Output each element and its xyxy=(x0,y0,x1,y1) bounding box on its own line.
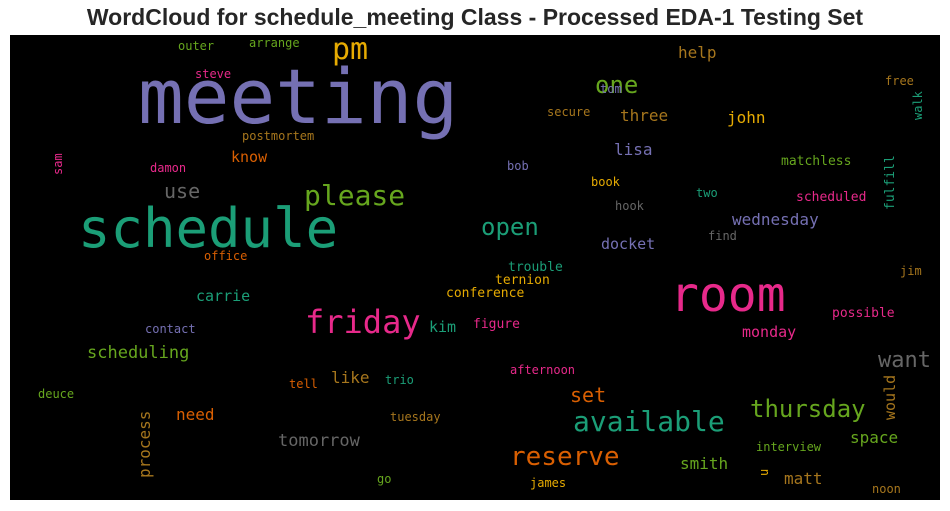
word-scheduled: scheduled xyxy=(796,190,866,205)
word-afternoon: afternoon xyxy=(510,363,575,377)
word-three: three xyxy=(620,106,668,125)
word-space: space xyxy=(850,428,898,447)
word-tomorrow: tomorrow xyxy=(278,431,361,451)
word-book: book xyxy=(591,175,621,189)
word-noon: noon xyxy=(872,482,901,496)
word-find: find xyxy=(708,229,737,243)
chart-title: WordCloud for schedule_meeting Class - P… xyxy=(86,4,864,30)
word-damon: damon xyxy=(150,161,186,175)
word-use: use xyxy=(164,179,200,203)
word-arrange: arrange xyxy=(249,36,300,50)
word-open: open xyxy=(481,213,539,241)
word-trio: trio xyxy=(385,373,414,387)
word-kim: kim xyxy=(429,318,456,336)
word-deuce: deuce xyxy=(38,387,74,401)
wordcloud-svg: meeting schedule room friday please available… xyxy=(38,35,931,496)
word-would: would xyxy=(881,375,899,420)
word-meeting: meeting xyxy=(138,52,458,141)
word-matchless: matchless xyxy=(781,154,851,169)
word-contact: contact xyxy=(145,322,196,336)
word-hook: hook xyxy=(615,199,645,213)
word-schedule: schedule xyxy=(78,197,338,260)
word-smith: smith xyxy=(680,454,728,473)
word-possible: possible xyxy=(832,306,895,321)
word-tell: tell xyxy=(289,377,318,391)
word-free: free xyxy=(885,74,914,88)
word-go: go xyxy=(377,472,391,486)
wordcloud-canvas: meeting schedule room friday please available… xyxy=(10,35,940,500)
word-jim: jim xyxy=(900,264,922,278)
word-bob: bob xyxy=(507,159,529,173)
word-friday: friday xyxy=(305,303,421,341)
word-process: process xyxy=(135,411,154,478)
word-steve: steve xyxy=(195,67,231,81)
word-carrie: carrie xyxy=(196,287,250,305)
word-two: two xyxy=(696,186,718,200)
word-tuesday: tuesday xyxy=(390,410,441,424)
word-monday: monday xyxy=(742,323,796,341)
word-reserve: reserve xyxy=(510,442,620,472)
word-one: one xyxy=(595,71,638,99)
word-james: james xyxy=(530,476,566,490)
word-postmortem: postmortem xyxy=(242,129,314,143)
word-need: need xyxy=(176,405,215,424)
word-sam: sam xyxy=(51,153,65,175)
word-figure: figure xyxy=(473,317,520,332)
word-conference: conference xyxy=(446,286,524,301)
word-lisa: lisa xyxy=(614,140,653,159)
word-u: u xyxy=(757,469,771,476)
word-room: room xyxy=(670,267,786,323)
word-walk: walk xyxy=(911,90,925,120)
word-office: office xyxy=(204,249,247,263)
word-trouble: trouble xyxy=(508,260,563,275)
word-wednesday: wednesday xyxy=(732,210,819,229)
word-want: want xyxy=(878,348,931,373)
word-please: please xyxy=(304,179,405,212)
word-fulfill: fulfill xyxy=(883,155,898,210)
word-help: help xyxy=(678,43,717,62)
word-john: john xyxy=(727,108,766,127)
word-pm: pm xyxy=(332,35,368,67)
word-outer: outer xyxy=(178,39,214,53)
word-ternion: ternion xyxy=(495,273,550,288)
word-available: available xyxy=(573,405,725,438)
word-interview: interview xyxy=(756,440,822,454)
word-docket: docket xyxy=(601,235,655,253)
word-scheduling: scheduling xyxy=(87,343,189,363)
word-thursday: thursday xyxy=(750,395,866,423)
word-know: know xyxy=(231,148,268,166)
word-set: set xyxy=(570,383,606,407)
word-secure: secure xyxy=(547,105,590,119)
word-tom: tom xyxy=(600,82,622,96)
word-matt: matt xyxy=(784,469,823,488)
word-like: like xyxy=(331,368,370,387)
